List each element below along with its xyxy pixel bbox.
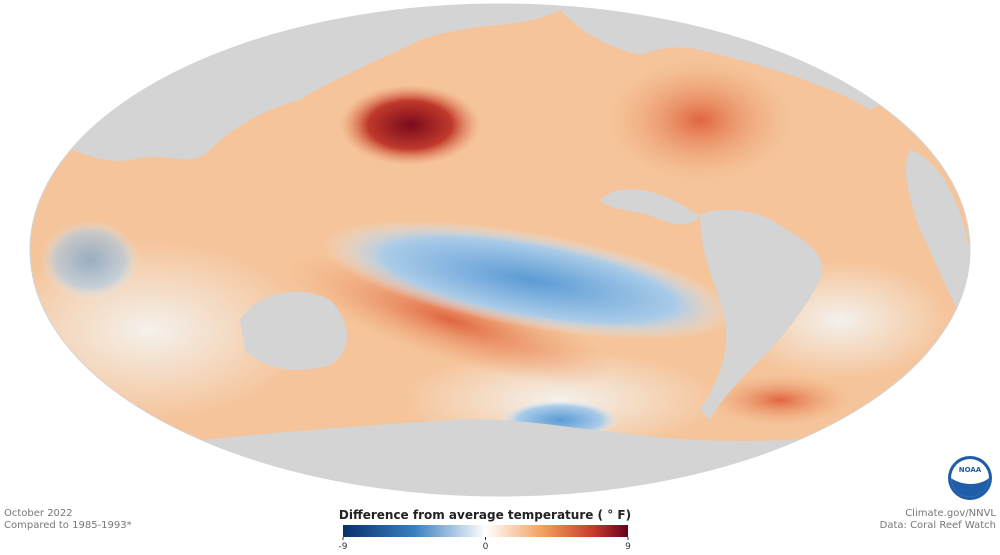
map	[30, 4, 970, 496]
logo-text: NOAA	[959, 466, 982, 474]
data-credit: Data: Coral Reef Watch	[880, 520, 996, 531]
colorbar	[343, 525, 628, 537]
date: October 2022	[4, 508, 73, 519]
colorbar-tick-label: 9	[625, 542, 631, 552]
noaa-logo: NOAA	[948, 456, 992, 500]
legend-title: Difference from average temperature ( ° …	[339, 508, 631, 522]
colorbar-tick-label: 0	[483, 542, 489, 552]
source: Climate.gov/NNVL	[905, 508, 996, 519]
baseline: Compared to 1985-1993*	[4, 520, 132, 531]
colorbar-tick-label: -9	[339, 542, 348, 552]
